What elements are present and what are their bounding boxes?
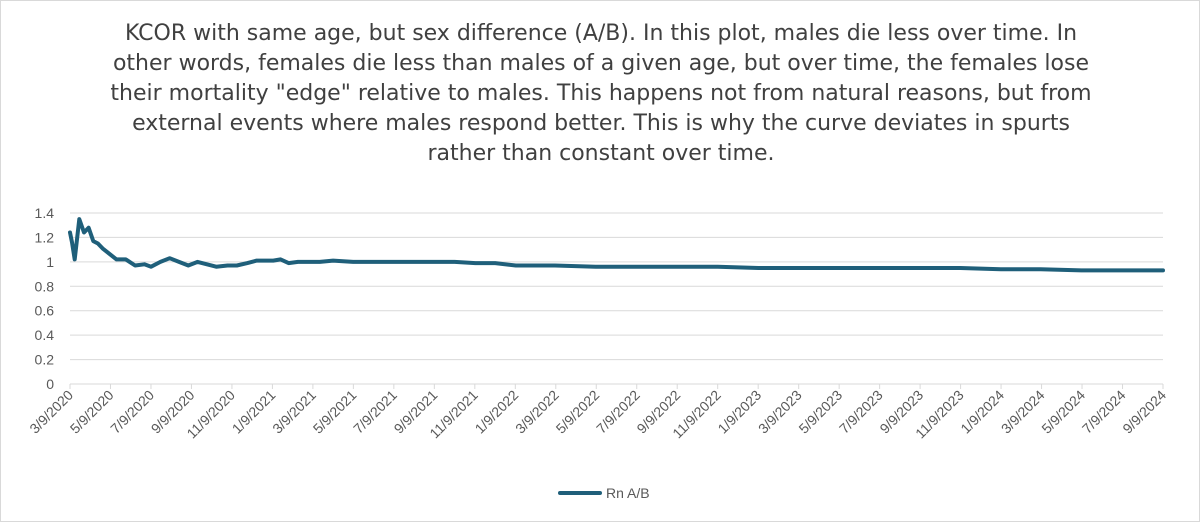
x-tick-label: 3/9/2020 [26,387,76,437]
y-tick-label: 1.4 [35,205,55,221]
y-tick-label: 0.4 [35,327,55,343]
y-tick-label: 0.2 [35,352,55,368]
legend[interactable]: Rn A/B [558,485,650,501]
y-tick-label: 1.2 [35,229,55,245]
y-tick-label: 0 [46,376,54,392]
x-tick-label: 5/9/2022 [553,387,603,437]
legend-label: Rn A/B [606,485,650,501]
chart-title: KCOR with same age, but sex difference (… [110,21,1092,166]
x-tick-label: 5/9/2023 [795,387,845,437]
x-tick-label: 1/9/2023 [714,387,764,437]
x-tick-label: 1/9/2022 [472,387,522,437]
x-tick-label: 7/9/2020 [107,387,157,437]
y-tick-label: 1 [46,254,54,270]
x-tick-label: 7/9/2024 [1079,387,1129,437]
x-tick-label: 5/9/2020 [67,387,117,437]
legend-swatch [558,491,602,495]
x-tick-label: 3/9/2024 [998,387,1048,437]
x-tick-label: 3/9/2021 [269,387,319,437]
x-tick-label: 3/9/2022 [512,387,562,437]
x-tick-label: 7/9/2022 [593,387,643,437]
x-tick-label: 7/9/2023 [836,387,886,437]
y-tick-label: 0.8 [35,278,55,294]
x-tick-label: 3/9/2023 [755,387,805,437]
x-tick-label: 5/9/2024 [1038,387,1088,437]
x-tick-label: 1/9/2024 [957,387,1007,437]
y-tick-label: 0.6 [35,303,55,319]
x-tick-label: 7/9/2021 [350,387,400,437]
x-tick-label: 9/9/2024 [1119,387,1169,437]
series-line-rn-a-b [68,217,1165,273]
x-tick-label: 5/9/2021 [310,387,360,437]
x-tick-label: 1/9/2021 [229,387,279,437]
